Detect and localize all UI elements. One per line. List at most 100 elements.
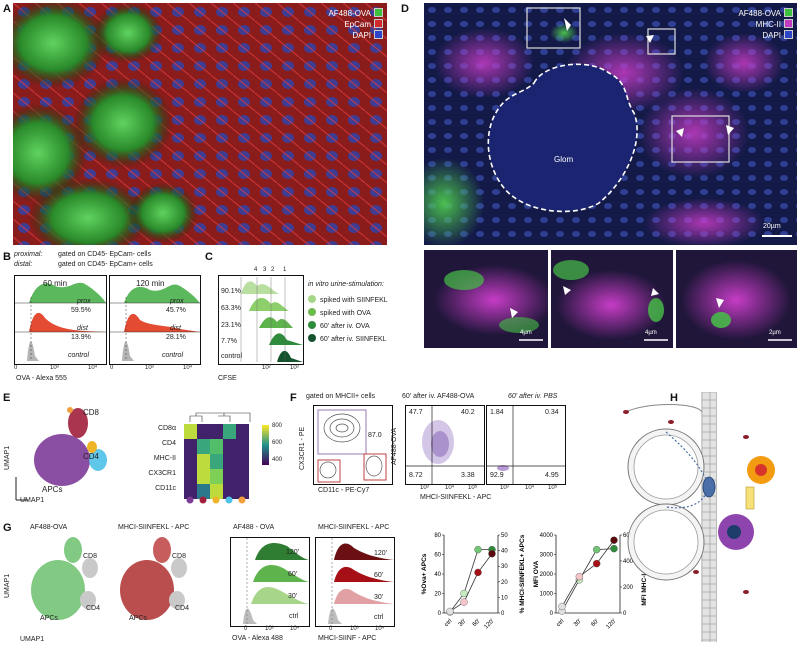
inset-1-scale: 4µm: [520, 330, 532, 336]
c-peak-label: 4: [254, 267, 258, 273]
b-dist-pct: 28.1%: [166, 334, 186, 341]
x-tick-label: 60': [472, 618, 482, 628]
y2-tick-label: 20: [501, 580, 508, 586]
f-quad-value: 0.34: [545, 409, 559, 416]
y2-tick-label: 200: [623, 585, 634, 591]
g-cd8-label: CD8: [172, 553, 187, 560]
y-tick-label: 3000: [540, 553, 554, 559]
g-umap-title: AF488-OVA: [30, 524, 68, 531]
colorbar-tick: 400: [272, 457, 283, 463]
y-tick-label: 20: [434, 592, 441, 598]
e-colorbar: [262, 425, 269, 465]
y-tick-label: 1000: [540, 592, 554, 598]
panel-b-label: B: [3, 251, 11, 263]
arrowhead-icon: [676, 128, 684, 137]
legend-mhc-ii: MHC-II: [755, 20, 781, 29]
heat-row-label: CD8α: [157, 425, 176, 432]
cluster-dot: [225, 496, 233, 504]
g-tick: 0: [244, 626, 248, 632]
c-legend-item: spiked with SIINFEKL: [320, 297, 388, 304]
c-pct: 7.7%: [221, 338, 237, 345]
blue-swatch-icon: [784, 30, 793, 39]
g-linechart-percent: 0 20 40 60 80 0 10 20 30 40 50 ctrl 30' 60' 120' %Ova+ …: [421, 533, 526, 630]
g-hist-row: 60': [374, 572, 384, 579]
panel-e-label: E: [3, 392, 11, 404]
panel-a-label: A: [3, 3, 11, 15]
f-tick: 10³: [420, 485, 429, 491]
heat-row-label: MHC-II: [153, 455, 176, 462]
panel-c-legend: spiked with SIINFEKL spiked with OVA 60'…: [308, 295, 402, 347]
x-tick-label: ctrl: [444, 618, 454, 628]
heatmap-cell: [236, 439, 249, 454]
y2-tick-label: 400: [623, 559, 634, 565]
g-cd4-label: CD4: [175, 605, 190, 612]
legend-epcam: EpCam: [344, 20, 371, 29]
g-tick: 10³: [265, 626, 274, 632]
f-tick: 10³: [500, 485, 509, 491]
g-hist-row: 120': [374, 550, 388, 557]
heatmap-cell: [223, 424, 236, 439]
e-heatmap-rows: CD8α CD4 MHC-II CX3CR1 CD11c: [120, 425, 176, 500]
panel-b-header-proximal-text: gated on CD45- EpCam- cells: [58, 251, 151, 258]
panel-b-header-distal-text: gated on CD45- EpCam+ cells: [58, 261, 153, 268]
b-control-label: control: [68, 352, 90, 359]
colorbar-tick: 600: [272, 440, 283, 446]
g-tick: 10⁴: [375, 626, 385, 632]
heatmap-cell: [210, 469, 223, 484]
panel-c-xlabel: CFSE: [218, 375, 237, 382]
panel-e-heatmap: [184, 412, 251, 504]
g-hist-title: AF488 - OVA: [233, 524, 275, 531]
y2-axis-label: MFI MHC-I SIINFEKL: [641, 542, 648, 605]
cluster-dot: [212, 496, 220, 504]
g-linechart-mfi: 010002000300040000200400600ctrl30'60'120…: [533, 533, 648, 630]
legend-dapi: DAPI: [352, 31, 371, 40]
b-time-60: 60 min: [43, 279, 68, 288]
g-hist-row: ctrl: [374, 614, 384, 621]
heatmap-cell: [184, 454, 197, 469]
green-swatch-icon: [784, 8, 793, 17]
b-prox-pct: 45.7%: [166, 307, 186, 314]
heat-row-label: CD11c: [155, 485, 176, 492]
c-pct: 23.1%: [221, 322, 241, 329]
g-umap-title: MHCI-SIINFEKL - APC: [118, 524, 190, 531]
f-gate-xlabel: CD11c - PE-Cy7: [318, 487, 370, 494]
legend-af488-ova: AF488-OVA: [738, 9, 781, 18]
f-pbs-plot: 1.84 0.34 92.9 4.95: [486, 405, 566, 485]
series-line-1: [449, 553, 493, 612]
magenta-swatch-icon: [784, 19, 793, 28]
colorbar-tick: 800: [272, 423, 283, 429]
y-tick-label: 0: [550, 611, 554, 617]
panel-c-plot: 4 3 2 1 90.1% 63.3% 23.1% 7.7% control: [218, 267, 304, 365]
b-dist-pct: 13.9%: [71, 334, 91, 341]
panel-a-image: [13, 3, 387, 245]
glom-label: Glom: [554, 155, 574, 164]
y-axis-label: MFI OVA: [533, 560, 540, 587]
legend-dapi: DAPI: [762, 31, 781, 40]
f-xlabel: MHCI-SIINFEKL - APC: [420, 494, 492, 501]
b-dist-label: dist: [170, 325, 181, 332]
panel-f-label: F: [290, 392, 297, 404]
arrowhead-icon: [646, 35, 654, 43]
heatmap-cell: [197, 454, 210, 469]
f-gate-plot: 87.0: [313, 405, 393, 485]
g-apcs-label: APCs: [40, 615, 58, 622]
heatmap-cell: [184, 469, 197, 484]
g-ylabel: UMAP1: [4, 573, 11, 598]
g-hist-ova: [230, 537, 310, 627]
panel-e-umap: [34, 407, 107, 486]
g-umap-mhci: [120, 537, 187, 620]
g-hist-mhci: 120' 60' 30' ctrl: [315, 537, 395, 627]
y-tick-label: 60: [434, 553, 441, 559]
y2-tick-label: 50: [501, 533, 508, 539]
blue-swatch-icon: [374, 30, 383, 39]
b-tick: 10³: [50, 365, 59, 371]
heatmap-cell: [184, 484, 197, 499]
c-legend-item: spiked with OVA: [320, 310, 371, 317]
data-point: [610, 544, 618, 553]
heatmap-cell: [223, 484, 236, 499]
green-swatch-icon: [374, 8, 383, 17]
heatmap-cell: [236, 469, 249, 484]
c-peak-label: 1: [283, 267, 287, 273]
heatmap-cell: [210, 454, 223, 469]
cluster-dot: [199, 496, 207, 504]
